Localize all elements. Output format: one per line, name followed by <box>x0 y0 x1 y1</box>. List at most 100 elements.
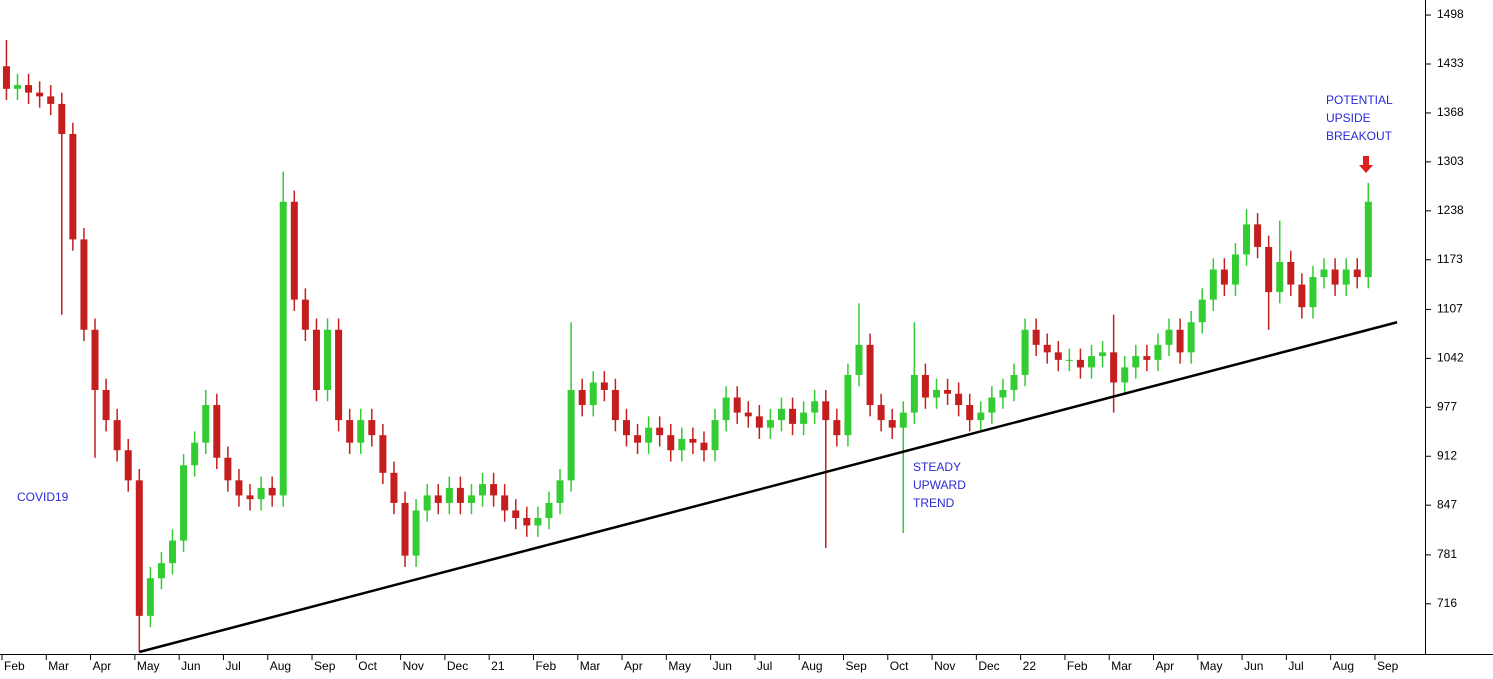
y-tick-label: 977 <box>1437 399 1457 413</box>
x-tick-label: Dec <box>978 659 999 673</box>
candle-body <box>224 457 232 481</box>
candle-body <box>545 502 553 518</box>
x-tick-label: Jul <box>225 659 240 673</box>
candle-body <box>722 397 730 421</box>
candle-body <box>955 393 963 406</box>
y-tick-label: 1433 <box>1437 56 1464 70</box>
candle-body <box>312 329 320 390</box>
candle-body <box>290 201 298 300</box>
candle-body <box>700 442 708 451</box>
candle-body <box>678 438 686 451</box>
candle-body <box>1198 299 1206 323</box>
x-tick-label: Jul <box>757 659 772 673</box>
candle-body <box>966 405 974 421</box>
candle-body <box>135 480 143 616</box>
candle-body <box>855 344 863 375</box>
candle-body <box>47 96 55 104</box>
candle-body <box>689 438 697 443</box>
candle-body <box>1364 201 1372 278</box>
candle-body <box>357 420 365 443</box>
y-tick-label: 1238 <box>1437 203 1464 217</box>
candle-body <box>257 487 265 500</box>
candle-body <box>1265 246 1273 293</box>
candle-body <box>146 578 154 616</box>
candle-body <box>1043 344 1051 353</box>
x-tick-label: May <box>668 659 691 673</box>
x-tick-label: Apr <box>1156 659 1175 673</box>
candle-body <box>80 239 88 330</box>
candle-body <box>1187 322 1195 353</box>
candle-body <box>1231 254 1239 285</box>
x-tick-label: Jun <box>1244 659 1263 673</box>
candle-body <box>1287 262 1295 285</box>
candle-body <box>1276 262 1284 293</box>
candle-body <box>777 408 785 421</box>
candle-body <box>1165 329 1173 345</box>
x-tick-label: Aug <box>801 659 822 673</box>
x-tick-label: Aug <box>1333 659 1354 673</box>
candle-body <box>445 487 453 503</box>
candle-body <box>866 344 874 406</box>
x-tick-label: Sep <box>845 659 867 673</box>
candle-body <box>800 412 808 424</box>
candle-body <box>401 502 409 556</box>
candle-body <box>944 389 952 394</box>
y-tick-label: 912 <box>1437 448 1457 462</box>
candle-body <box>202 405 210 443</box>
candle-body <box>14 85 22 89</box>
candle-body <box>822 401 830 421</box>
x-tick-label: Mar <box>1111 659 1132 673</box>
candle-body <box>1054 352 1062 360</box>
x-tick-label: 22 <box>1023 659 1037 673</box>
annotation: UPSIDE <box>1326 111 1371 125</box>
x-tick-label: Nov <box>934 659 955 673</box>
candle-body <box>335 329 343 421</box>
candle-body <box>600 382 608 390</box>
x-tick-label: Oct <box>358 659 377 673</box>
candle-body <box>412 510 420 556</box>
candle-body <box>611 389 619 421</box>
candle-body <box>1065 359 1073 361</box>
trend-line <box>138 321 1398 654</box>
x-tick-label: Jul <box>1288 659 1303 673</box>
x-tick-label: Feb <box>4 659 25 673</box>
candle-body <box>1143 356 1151 360</box>
candle-body <box>622 420 630 436</box>
candle-body <box>1254 224 1262 247</box>
candle-body <box>1353 269 1361 278</box>
candle-body <box>1243 224 1251 255</box>
candle-body <box>379 435 387 473</box>
candle-body <box>434 495 442 503</box>
candle-body <box>279 201 287 496</box>
x-tick-label: Jun <box>713 659 732 673</box>
candle-body <box>534 517 542 526</box>
candle-body <box>1010 374 1018 390</box>
annotation: STEADY <box>913 460 961 474</box>
candle-body <box>711 420 719 451</box>
candle-body <box>91 329 99 390</box>
candle-body <box>124 450 132 481</box>
x-tick-label: Aug <box>270 659 291 673</box>
candle-body <box>1298 284 1306 308</box>
candle-body <box>113 420 121 451</box>
candle-body <box>1076 359 1084 368</box>
candle-body <box>656 427 664 436</box>
y-tick-label: 781 <box>1437 547 1457 561</box>
candle-body <box>1220 269 1228 285</box>
candle-body <box>1088 356 1096 368</box>
candle-body <box>634 435 642 443</box>
candle-body <box>833 420 841 436</box>
candle-body <box>36 92 44 97</box>
candle-body <box>578 389 586 406</box>
x-tick-label: Feb <box>1067 659 1088 673</box>
candle-body <box>246 495 254 500</box>
x-tick-label: Oct <box>890 659 909 673</box>
y-tick-label: 716 <box>1437 596 1457 610</box>
y-tick-label: 1303 <box>1437 154 1464 168</box>
candle-body <box>789 408 797 424</box>
candle-body <box>1021 329 1029 375</box>
y-tick-label: 1173 <box>1437 252 1463 266</box>
